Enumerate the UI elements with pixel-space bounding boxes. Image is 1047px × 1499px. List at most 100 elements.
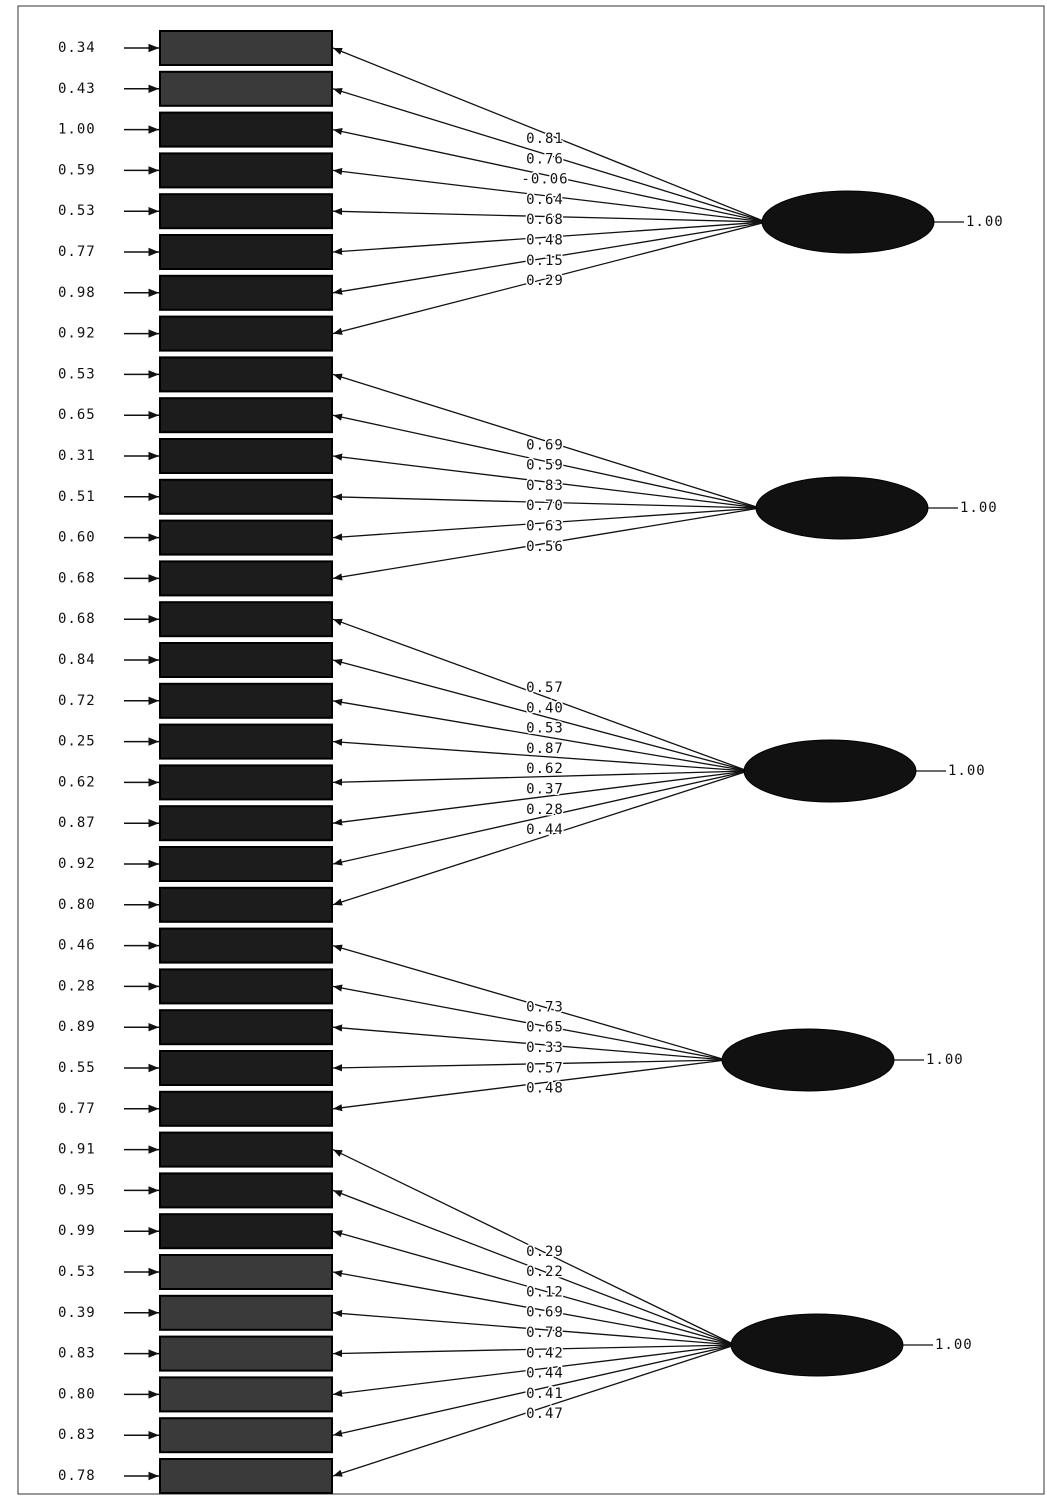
indicator-box [160,1092,332,1126]
error-label: 0.25 [58,734,96,750]
indicator-box [160,1214,332,1248]
indicator-box [160,1296,332,1330]
error-label: 0.59 [58,162,96,178]
loading-label: 0.87 [526,741,564,757]
error-label: 0.53 [58,1264,96,1280]
loading-label: 0.83 [526,478,564,494]
variance-label: 1.00 [926,1052,964,1068]
loading-label: 0.64 [526,192,564,208]
indicator-box [160,153,332,187]
variance-label: 1.00 [948,763,986,779]
error-label: 0.43 [58,81,96,97]
latent-factor [744,740,916,802]
loading-label: 0.70 [526,498,564,514]
loading-label: 0.15 [526,253,564,269]
indicator-box [160,1337,332,1371]
variance-label: 1.00 [960,500,998,516]
loading-label: 0.76 [526,151,564,167]
error-label: 0.62 [58,774,96,790]
error-label: 0.77 [58,1101,96,1117]
error-label: 0.46 [58,938,96,954]
indicator-box [160,1377,332,1411]
indicator-box [160,398,332,432]
latent-factor [756,477,928,539]
loading-label: 0.73 [526,999,564,1015]
loading-label: 0.33 [526,1040,564,1056]
error-label: 0.77 [58,244,96,260]
indicator-box [160,357,332,391]
indicator-box [160,1418,332,1452]
error-label: 0.65 [58,407,96,423]
loading-label: -0.06 [521,172,568,188]
indicator-box [160,439,332,473]
loading-label: 0.48 [526,1081,564,1097]
error-label: 0.53 [58,203,96,219]
error-label: 0.72 [58,693,96,709]
error-label: 0.78 [58,1468,96,1484]
error-label: 0.39 [58,1305,96,1321]
indicator-box [160,1133,332,1167]
indicator-box [160,1173,332,1207]
error-label: 0.55 [58,1060,96,1076]
indicator-box [160,602,332,636]
indicator-box [160,72,332,106]
error-label: 0.87 [58,815,96,831]
loading-label: 0.69 [526,437,564,453]
loading-label: 0.12 [526,1284,564,1300]
indicator-box [160,1010,332,1044]
indicator-box [160,969,332,1003]
error-label: 0.51 [58,489,96,505]
loading-label: 0.68 [526,212,564,228]
loading-label: 0.56 [526,539,564,555]
indicator-box [160,1255,332,1289]
loading-label: 0.29 [526,1244,564,1260]
indicator-box [160,929,332,963]
loading-label: 0.59 [526,458,564,474]
error-label: 0.92 [58,326,96,342]
loading-label: 0.29 [526,273,564,289]
path-diagram: 0.340.431.000.590.530.770.980.920.530.65… [0,0,1047,1499]
error-label: 0.31 [58,448,96,464]
loading-label: 0.65 [526,1020,564,1036]
loading-label: 0.44 [526,822,564,838]
error-label: 0.83 [58,1346,96,1362]
indicator-box [160,643,332,677]
error-label: 0.98 [58,285,96,301]
error-label: 0.89 [58,1019,96,1035]
loading-label: 0.42 [526,1345,564,1361]
indicator-box [160,31,332,65]
indicator-box [160,317,332,351]
indicator-box [160,765,332,799]
indicator-box [160,113,332,147]
loading-label: 0.40 [526,700,564,716]
loading-label: 0.47 [526,1406,564,1422]
error-label: 0.53 [58,366,96,382]
indicator-box [160,1051,332,1085]
loading-label: 0.78 [526,1325,564,1341]
indicator-box [160,276,332,310]
indicator-box [160,725,332,759]
error-label: 0.95 [58,1182,96,1198]
indicator-box [160,521,332,555]
loading-label: 0.69 [526,1305,564,1321]
error-label: 1.00 [58,122,96,138]
loading-label: 0.44 [526,1366,564,1382]
latent-factor [722,1029,894,1091]
indicator-box [160,480,332,514]
loading-label: 0.22 [526,1264,564,1280]
error-label: 0.68 [58,570,96,586]
loading-label: 0.53 [526,721,564,737]
latent-factor [762,191,934,253]
variance-label: 1.00 [935,1337,973,1353]
indicator-box [160,684,332,718]
indicator-box [160,888,332,922]
latent-factor [731,1314,903,1376]
error-label: 0.80 [58,897,96,913]
loading-label: 0.41 [526,1386,564,1402]
error-label: 0.28 [58,978,96,994]
indicator-box [160,235,332,269]
indicator-box [160,806,332,840]
indicator-box [160,561,332,595]
error-label: 0.91 [58,1142,96,1158]
error-label: 0.68 [58,611,96,627]
